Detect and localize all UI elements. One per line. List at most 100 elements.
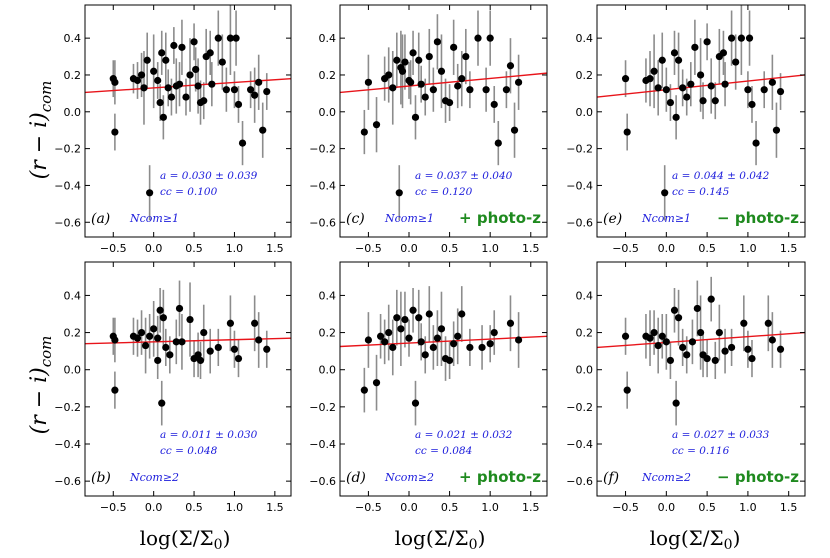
data-point — [166, 351, 174, 359]
fit-line — [340, 335, 547, 348]
y-tick-label: −0.4 — [309, 179, 336, 192]
data-point — [156, 98, 164, 107]
x-tick-label: 0.0 — [145, 242, 163, 255]
data-point — [162, 343, 170, 352]
data-point — [740, 319, 748, 327]
y-tick-label: 0.4 — [319, 32, 337, 45]
ncom-condition: Ncom≥2 — [641, 471, 691, 484]
data-point — [494, 139, 502, 147]
data-point — [263, 345, 271, 353]
data-point — [421, 93, 429, 101]
data-point — [650, 328, 658, 337]
data-point — [141, 341, 150, 350]
data-point — [230, 345, 239, 353]
data-point — [662, 86, 670, 94]
data-point — [214, 34, 222, 42]
data-point — [674, 56, 683, 64]
data-point — [381, 338, 389, 346]
y-tick-label: −0.2 — [54, 143, 81, 156]
x-tick-label: 0.5 — [441, 501, 459, 514]
data-point — [194, 351, 202, 359]
fit-line — [340, 72, 547, 94]
ncom-condition: Ncom≥2 — [384, 471, 434, 484]
data-point — [200, 328, 208, 337]
data-point — [691, 43, 699, 51]
data-point — [748, 100, 756, 109]
y-tick-label: −0.6 — [566, 216, 593, 229]
data-point — [688, 338, 697, 346]
axes-frame — [84, 4, 292, 238]
fit-slope-text: a = 0.030 ± 0.039 — [160, 170, 258, 182]
y-tick-label: 0.0 — [576, 106, 594, 119]
data-point — [164, 84, 172, 92]
x-tick-label: −0.5 — [355, 501, 382, 514]
fit-slope-text: a = 0.011 ± 0.030 — [160, 429, 258, 441]
data-point — [683, 93, 691, 101]
data-point — [397, 64, 405, 72]
data-point — [768, 336, 776, 344]
data-point — [696, 328, 705, 337]
photoz-label: + photo-z — [459, 209, 541, 227]
fit-slope-text: a = 0.021 ± 0.032 — [415, 429, 513, 441]
data-point — [150, 67, 158, 75]
data-point — [466, 86, 474, 94]
x-tick-label: 1.5 — [522, 242, 540, 255]
y-tick-label: 0.4 — [64, 289, 82, 302]
y-tick-label: 0.4 — [576, 32, 594, 45]
panel-letter: (b) — [91, 470, 111, 486]
data-point — [687, 80, 695, 88]
data-point — [182, 93, 190, 101]
data-point — [514, 336, 523, 344]
data-point — [760, 86, 768, 94]
data-point — [154, 356, 162, 365]
panel-b: −0.6 −0.4 −0.2 0.0 0.2 0.4 −0.5 0.0 0.5 1.0 1.5 a =… — [54, 261, 292, 514]
y-tick-label: −0.6 — [54, 475, 81, 488]
y-tick-label: 0.0 — [319, 106, 337, 119]
x-tick-label: −0.5 — [100, 242, 127, 255]
data-point — [194, 82, 202, 90]
data-point — [364, 336, 373, 344]
data-point — [711, 97, 719, 105]
data-point — [222, 86, 230, 94]
data-point — [666, 98, 675, 107]
x-axis-label-left: log(Σ/Σ0) — [140, 526, 231, 553]
panel-e: −0.6 −0.4 −0.2 0.0 0.2 0.4 −0.5 0.0 0.5 1.0 1.5 a =… — [566, 4, 806, 255]
photoz-label: + photo-z — [459, 468, 541, 486]
panel-f: −0.6 −0.4 −0.2 0.0 0.2 0.4 −0.5 0.0 0.5 1.0 1.5 a =… — [566, 261, 806, 514]
data-point — [263, 87, 271, 96]
data-point — [715, 328, 723, 337]
data-point — [395, 189, 403, 197]
data-point — [407, 78, 415, 86]
data-point — [405, 334, 413, 342]
y-tick-label: −0.6 — [309, 475, 336, 488]
x-tick-label: 1.0 — [739, 501, 757, 514]
data-point — [425, 52, 433, 61]
data-point — [670, 306, 679, 314]
fit-line — [597, 74, 805, 98]
data-point — [721, 347, 729, 355]
data-point — [661, 189, 669, 197]
data-point — [397, 325, 405, 333]
ncom-condition: Ncom≥1 — [129, 212, 179, 225]
data-point — [206, 347, 214, 355]
x-tick-label: −0.5 — [612, 242, 639, 255]
data-point — [162, 56, 170, 64]
x-tick-label: 1.5 — [266, 242, 284, 255]
data-point — [206, 49, 214, 57]
data-point — [385, 71, 393, 79]
y-tick-label: −0.6 — [54, 216, 81, 229]
data-point — [417, 338, 425, 346]
data-point — [510, 126, 519, 134]
data-point — [175, 80, 184, 88]
y-axis-label-top: (r − i)com — [27, 81, 55, 180]
axes-frame — [339, 261, 548, 497]
y-tick-label: −0.6 — [309, 216, 336, 229]
data-point — [372, 379, 381, 387]
fit-cc-text: cc = 0.048 — [160, 445, 218, 457]
data-point — [172, 338, 180, 346]
panel-d: −0.6 −0.4 −0.2 0.0 0.2 0.4 −0.5 0.0 0.5 1.0 1.5 a =… — [309, 261, 548, 514]
data-point — [679, 84, 687, 92]
data-point — [364, 78, 373, 86]
data-point — [214, 343, 222, 352]
data-point — [672, 113, 680, 121]
